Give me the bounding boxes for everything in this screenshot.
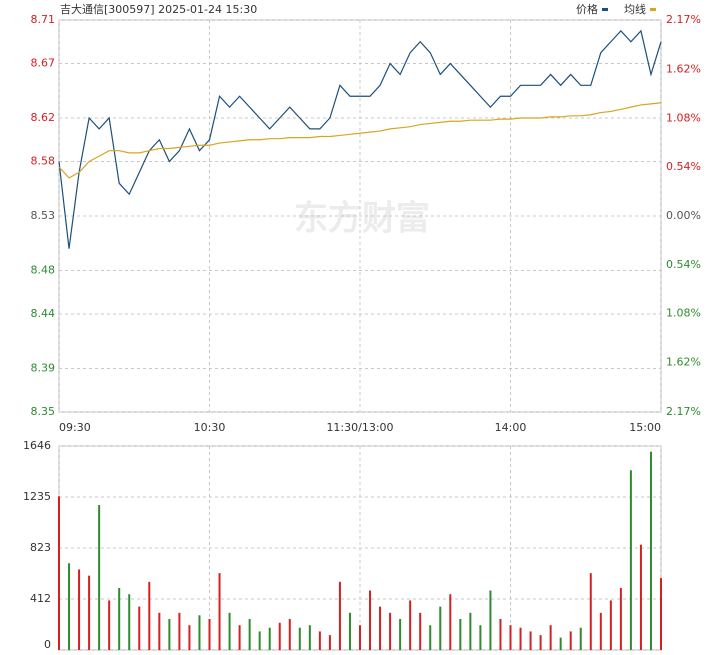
y2-tick-label: 1.62% <box>666 63 701 76</box>
volume-bar <box>288 619 291 650</box>
volume-bar <box>599 612 602 650</box>
y-tick-label: 8.71 <box>31 13 56 26</box>
volume-tick-label: 412 <box>30 592 51 605</box>
volume-bar <box>298 627 301 650</box>
legend-label: 价格 <box>576 2 598 16</box>
volume-bar <box>58 496 60 650</box>
volume-bar <box>569 631 572 650</box>
y-tick-label: 8.67 <box>31 57 56 70</box>
volume-bar <box>369 590 372 650</box>
volume-tick-label: 0 <box>44 638 51 651</box>
y2-tick-label: 1.62% <box>666 355 701 368</box>
volume-bar <box>389 612 392 650</box>
volume-tick-label: 823 <box>30 541 51 554</box>
volume-bar <box>248 619 251 650</box>
volume-bar <box>178 612 181 650</box>
volume-bar <box>609 600 612 650</box>
volume-bar <box>208 619 211 650</box>
y-tick-label: 8.35 <box>31 405 56 418</box>
y2-tick-label: 2.17% <box>666 405 701 418</box>
volume-bar <box>318 631 321 650</box>
volume-bar <box>629 470 632 650</box>
y2-tick-label: 0.54% <box>666 258 701 271</box>
volume-bar <box>449 594 452 650</box>
volume-bar <box>399 619 402 650</box>
volume-bar <box>238 625 241 650</box>
volume-bar <box>639 544 642 650</box>
volume-bar <box>68 563 71 650</box>
volume-bar <box>549 625 552 650</box>
x-tick-label: 14:00 <box>495 421 527 434</box>
volume-bar <box>529 631 532 650</box>
volume-bar <box>409 600 412 650</box>
volume-bar <box>459 619 462 650</box>
x-tick-label: 15:00 <box>629 421 661 434</box>
volume-bar <box>98 504 101 650</box>
volume-bar <box>619 588 622 650</box>
volume-bar <box>359 625 361 650</box>
volume-bar <box>278 622 281 650</box>
volume-tick-label: 1235 <box>23 490 51 503</box>
chart-title: 吉大通信[300597] 2025-01-24 15:30 <box>60 2 257 16</box>
y2-tick-label: 2.17% <box>666 13 701 26</box>
volume-bar <box>379 606 382 650</box>
volume-bar <box>439 606 442 650</box>
y2-tick-label: 0.54% <box>666 160 701 173</box>
volume-bar <box>218 573 221 650</box>
volume-bar <box>649 451 652 650</box>
volume-bar <box>118 588 121 650</box>
volume-bar <box>429 625 432 650</box>
volume-bar <box>559 637 562 650</box>
volume-bar <box>78 569 81 650</box>
volume-bar <box>158 612 161 650</box>
volume-bar <box>228 612 231 650</box>
volume-bar <box>308 625 311 650</box>
volume-bar <box>660 578 662 650</box>
y2-tick-label: 1.08% <box>666 307 701 320</box>
y2-tick-label: 0.00% <box>666 209 701 222</box>
volume-bar <box>338 581 341 650</box>
volume-bar <box>479 625 482 650</box>
volume-bar <box>539 635 542 650</box>
x-tick-label: 11:30/13:00 <box>326 421 393 434</box>
price-line <box>58 102 662 179</box>
volume-bar <box>148 581 151 650</box>
volume-bar <box>499 619 502 650</box>
volume-bar <box>268 627 271 650</box>
volume-bar <box>138 606 141 650</box>
legend-swatch <box>602 8 608 11</box>
volume-bar <box>88 575 91 650</box>
volume-bar <box>108 600 111 650</box>
x-tick-label: 09:30 <box>59 421 91 434</box>
volume-bar <box>419 612 422 650</box>
volume-bar <box>258 631 261 650</box>
y-tick-label: 8.58 <box>31 155 56 168</box>
volume-bar <box>519 627 522 650</box>
price-line <box>58 29 662 249</box>
volume-bar <box>328 635 331 650</box>
y-tick-label: 8.53 <box>31 209 56 222</box>
volume-bar <box>168 619 171 650</box>
watermark: 东方财富 <box>294 199 430 239</box>
legend-swatch <box>650 8 656 11</box>
volume-bar <box>579 627 582 650</box>
volume-bar <box>198 615 201 650</box>
x-tick-label: 10:30 <box>194 421 226 434</box>
y-tick-label: 8.44 <box>31 307 56 320</box>
volume-bar <box>509 625 512 650</box>
volume-bar <box>489 590 492 650</box>
y2-tick-label: 1.08% <box>666 111 701 124</box>
y-tick-label: 8.39 <box>31 361 56 374</box>
volume-bar <box>589 573 592 650</box>
volume-tick-label: 1646 <box>23 439 51 452</box>
y-tick-label: 8.48 <box>31 263 56 276</box>
volume-bar <box>128 594 131 650</box>
volume-bar <box>348 612 351 650</box>
y-tick-label: 8.62 <box>31 111 56 124</box>
volume-bar <box>188 625 191 650</box>
volume-bar <box>469 612 472 650</box>
legend-label: 均线 <box>624 2 646 16</box>
